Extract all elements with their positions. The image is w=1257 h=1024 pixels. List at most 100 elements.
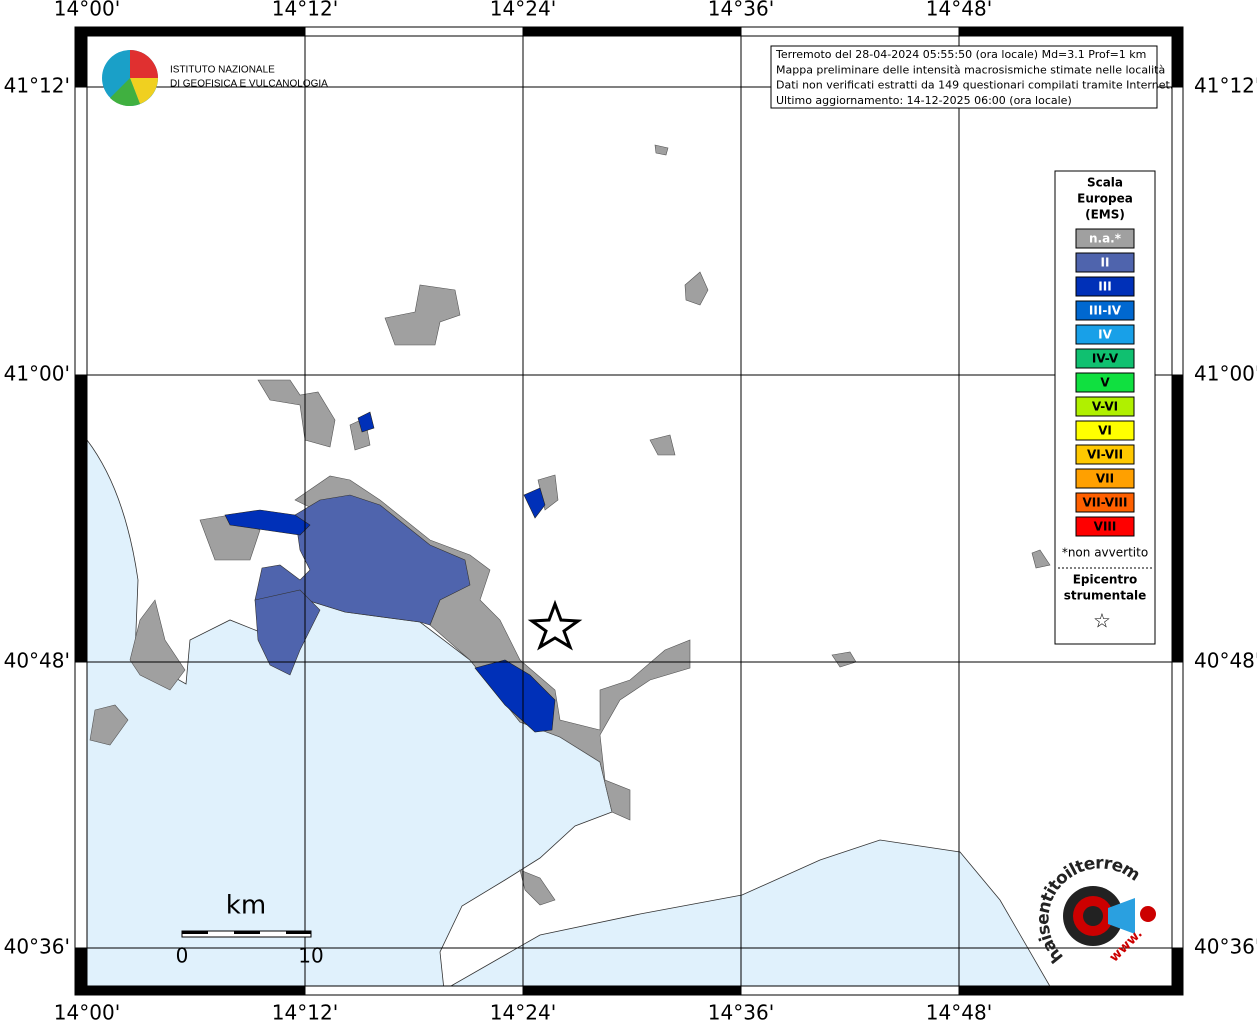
border-band: [74, 661, 88, 949]
legend-swatch: [1075, 324, 1135, 345]
info-line: Terremoto del 28-04-2024 05:55:50 (ora l…: [775, 48, 1146, 61]
land-area: [684, 271, 709, 306]
info-line: Ultimo aggiornamento: 14-12-2025 06:00 (…: [776, 94, 1072, 107]
legend-note: *non avvertito: [1062, 546, 1148, 560]
lat-label: 41°00': [1194, 362, 1257, 386]
legend-label: VIII: [1094, 520, 1117, 534]
legend-swatch: [1075, 420, 1135, 441]
legend-swatch: [1075, 468, 1135, 489]
legend-label: II: [1101, 256, 1110, 270]
border-band: [304, 985, 524, 996]
border-band: [74, 374, 88, 663]
info-line: Mappa preliminare delle intensità macros…: [776, 63, 1165, 76]
legend-swatch: [1075, 372, 1135, 393]
border-band: [86, 985, 306, 996]
border-band: [1171, 26, 1184, 88]
ingv-logo: ISTITUTO NAZIONALE DI GEOFISICA E VULCAN…: [102, 50, 328, 107]
scale-unit: km: [226, 891, 266, 921]
legend-swatch: [1075, 444, 1135, 465]
frame: [74, 26, 1184, 996]
info-box: [770, 45, 1158, 109]
logo-ring: [1083, 906, 1103, 926]
logo-segment: [130, 78, 158, 104]
legend-label: n.a.*: [1089, 232, 1122, 246]
lat-label: 40°48': [1194, 649, 1257, 673]
land-area: [519, 869, 556, 906]
border-band: [304, 26, 524, 37]
legend-swatch: [1075, 348, 1135, 369]
lon-label: 14°12': [272, 0, 338, 21]
scale-end: 10: [298, 944, 323, 968]
legend-label: V: [1100, 376, 1110, 390]
intensity-area: [357, 411, 375, 433]
border-band: [74, 26, 88, 88]
lat-label: 41°12': [1194, 74, 1257, 98]
land-area: [649, 434, 676, 456]
legend-swatch: [1075, 228, 1135, 249]
legend-swatch: [1075, 492, 1135, 513]
lat-label: 40°36': [4, 935, 70, 959]
legend-label: VII: [1096, 472, 1114, 486]
lon-label: 14°00': [54, 1001, 120, 1024]
legend-swatch: [1075, 300, 1135, 321]
lat-label: 41°12': [4, 74, 70, 98]
scale-segment: [286, 931, 311, 934]
legend-label: V-VI: [1092, 400, 1118, 414]
legend-star: ☆: [1093, 609, 1111, 633]
institute-name: ISTITUTO NAZIONALE: [170, 65, 275, 76]
legend-title: (EMS): [1085, 208, 1125, 222]
legend-label: III: [1098, 280, 1111, 294]
legend-label: VI-VII: [1087, 448, 1123, 462]
border-band: [522, 26, 742, 37]
legend-label: III-IV: [1089, 304, 1122, 318]
border-band: [958, 26, 1184, 37]
logo-segment: [130, 50, 158, 78]
border-band: [522, 985, 742, 996]
lon-label: 14°24': [490, 1001, 556, 1024]
legend-title: Europea: [1077, 192, 1133, 206]
border-band: [740, 985, 960, 996]
info-line: Dati non verificati estratti da 149 ques…: [776, 79, 1173, 92]
lon-label: 14°48': [926, 1001, 992, 1024]
legend-label: IV: [1098, 328, 1112, 342]
scale-segment: [234, 931, 260, 934]
legend-swatch: [1075, 276, 1135, 297]
legend-swatch: [1075, 252, 1135, 273]
lat-label: 40°36': [1194, 935, 1257, 959]
intensity-area: [523, 487, 546, 519]
land-area: [1031, 549, 1051, 569]
institute-name: DI GEOFISICA E VULCANOLOGIA: [170, 79, 328, 90]
logo-megaphone: [1108, 898, 1135, 934]
border-band: [74, 86, 88, 376]
border-band: [1171, 374, 1184, 663]
lon-label: 14°36': [708, 1001, 774, 1024]
land-area: [129, 599, 186, 691]
land-area: [257, 379, 336, 448]
lon-label: 14°00': [54, 0, 120, 21]
legend-title: Scala: [1087, 176, 1123, 190]
scale-bar: km 0 10: [176, 891, 324, 968]
border-band: [1171, 661, 1184, 949]
border-band: [74, 947, 88, 996]
legend-swatch: [1075, 396, 1135, 417]
logo-segment: [110, 78, 140, 107]
legend-label: VII-VIII: [1082, 496, 1127, 510]
border-band: [740, 26, 960, 37]
scale-segment: [182, 931, 208, 934]
lon-label: 14°36': [708, 0, 774, 21]
intensity-area: [254, 494, 471, 633]
scale-start: 0: [176, 944, 189, 968]
lon-label: 14°12': [272, 1001, 338, 1024]
land-area: [654, 144, 669, 156]
logo-dot: [1140, 906, 1156, 922]
legend-epicenter: Epicentro: [1073, 573, 1138, 587]
border-band: [958, 985, 1184, 996]
legend-epicenter: strumentale: [1064, 589, 1147, 603]
legend-label: IV-V: [1092, 352, 1119, 366]
legend-swatch: [1075, 516, 1135, 537]
inner-frame: [86, 35, 1173, 987]
epicenter-star: [527, 599, 583, 651]
lat-label: 40°48': [4, 649, 70, 673]
land-area: [384, 284, 461, 346]
